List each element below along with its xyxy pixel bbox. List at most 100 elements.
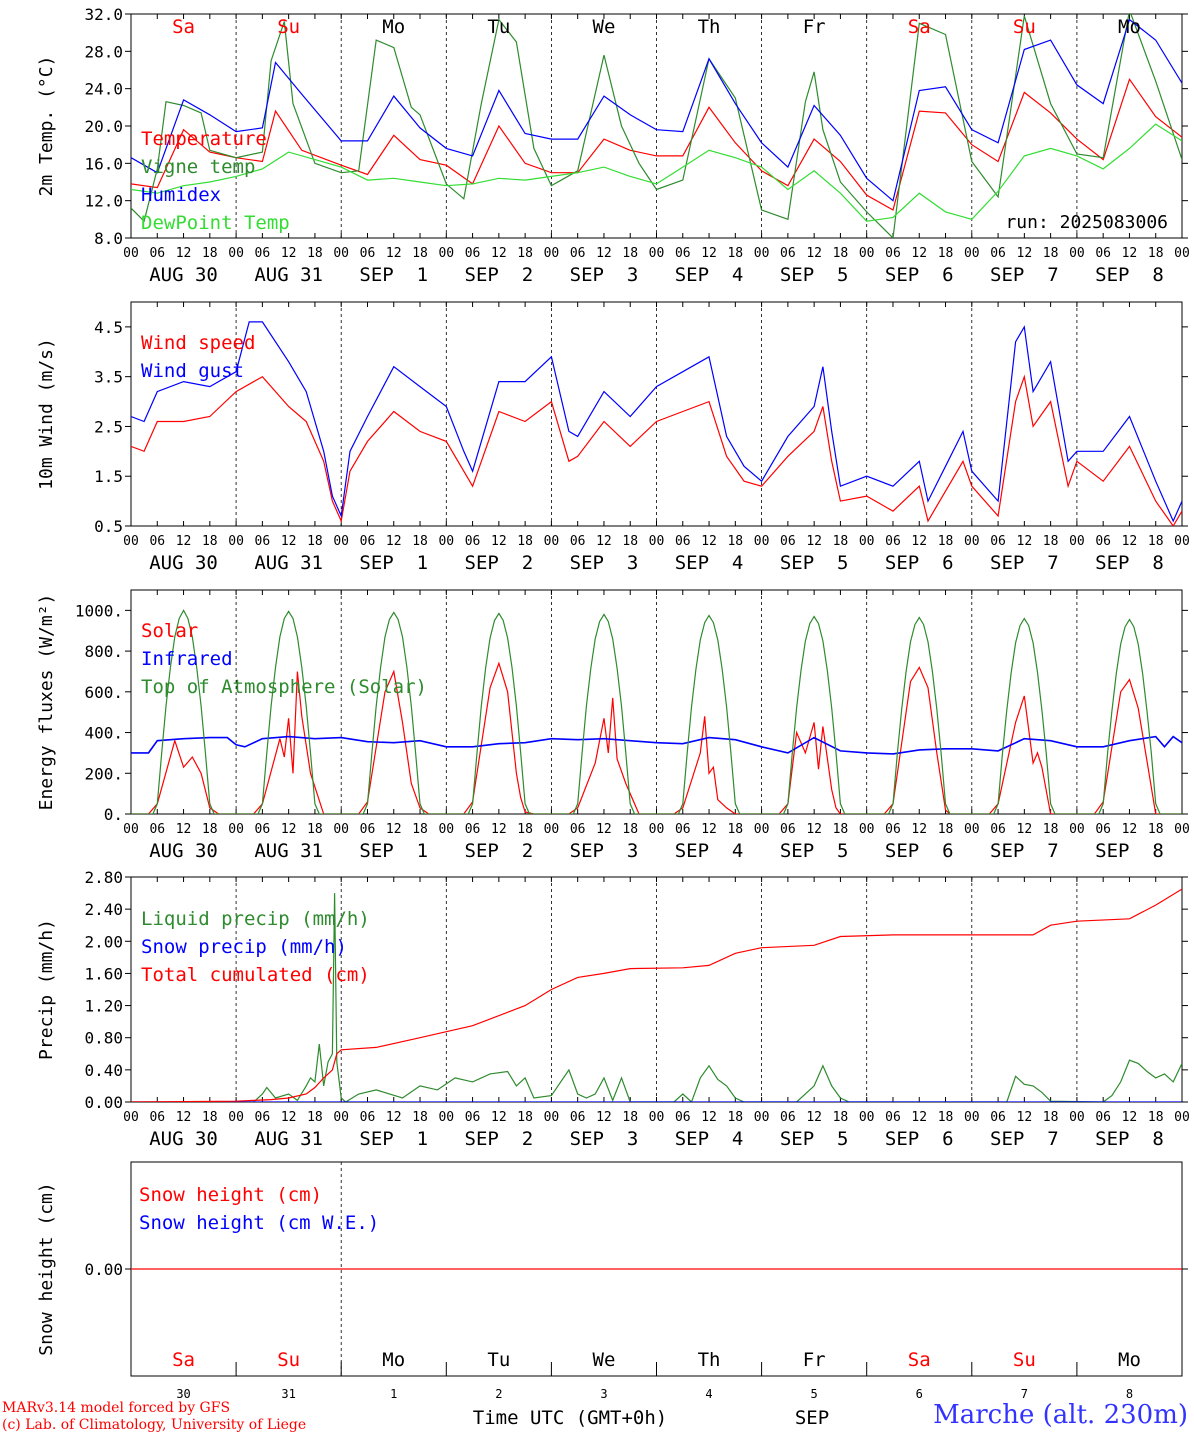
legend-entry: Total cumulated (cm) <box>141 964 370 986</box>
hour-tick-label: 18 <box>1148 246 1164 261</box>
hour-tick-label: 00 <box>123 246 139 261</box>
hour-tick-label: 06 <box>780 1110 796 1125</box>
y-tick-label: 3.5 <box>94 368 123 387</box>
bottom-day-name: Mo <box>382 1349 405 1371</box>
hour-tick-label: 12 <box>1122 246 1138 261</box>
hour-tick-label: 12 <box>281 1110 297 1125</box>
hour-tick-label: 00 <box>1069 822 1085 837</box>
date-label: AUG 30 <box>149 264 218 286</box>
top-day-name: Su <box>1013 16 1036 38</box>
day-number: 2 <box>495 1387 502 1401</box>
hour-tick-label: 18 <box>938 822 954 837</box>
hour-tick-label: 12 <box>596 1110 612 1125</box>
hour-tick-label: 12 <box>911 246 927 261</box>
date-label: SEP 8 <box>1095 552 1164 574</box>
hour-tick-label: 12 <box>596 534 612 549</box>
date-label: SEP 1 <box>359 1128 428 1150</box>
bottom-day-name: We <box>593 1349 616 1371</box>
date-label: AUG 30 <box>149 552 218 574</box>
hour-tick-label: 12 <box>491 246 507 261</box>
hour-tick-label: 18 <box>202 246 218 261</box>
hour-tick-label: 00 <box>1174 822 1190 837</box>
hour-tick-label: 06 <box>360 246 376 261</box>
hour-tick-label: 06 <box>570 534 586 549</box>
legend-entry: Wind gust <box>141 360 244 382</box>
hour-tick-label: 12 <box>701 822 717 837</box>
hour-tick-label: 00 <box>754 534 770 549</box>
date-label: AUG 31 <box>254 840 323 862</box>
y-tick-label: 0.00 <box>84 1093 123 1112</box>
y-tick-label: 0. <box>104 805 123 824</box>
hour-tick-label: 00 <box>964 246 980 261</box>
model-credit: MARv3.14 model forced by GFS (c) Lab. of… <box>2 1400 306 1434</box>
series-line-wind-speed <box>131 374 1182 526</box>
hour-tick-label: 18 <box>412 822 428 837</box>
date-label: SEP 2 <box>465 840 534 862</box>
hour-tick-label: 12 <box>701 1110 717 1125</box>
hour-tick-label: 00 <box>1174 534 1190 549</box>
hour-tick-label: 18 <box>727 822 743 837</box>
hour-tick-label: 00 <box>649 1110 665 1125</box>
hour-tick-label: 18 <box>412 534 428 549</box>
hour-tick-label: 06 <box>675 822 691 837</box>
wind-panel: 0.5 1.5 2.5 3.5 4.5 00 06 12 18 00 06 12 18 00 06 12 18 0… <box>36 301 1190 574</box>
date-label: SEP 2 <box>465 552 534 574</box>
legend-entry: Liquid precip (mm/h) <box>141 908 370 930</box>
y-tick-label: 20.0 <box>84 117 123 136</box>
hour-tick-label: 12 <box>491 534 507 549</box>
hour-tick-label: 06 <box>885 246 901 261</box>
bottom-day-name: Sa <box>172 1349 195 1371</box>
hour-tick-label: 00 <box>964 1110 980 1125</box>
hour-tick-label: 18 <box>622 534 638 549</box>
hour-tick-label: 12 <box>176 246 192 261</box>
top-day-name: Mo <box>382 16 405 38</box>
y-tick-label: 1.20 <box>84 997 123 1016</box>
legend-entry: Vigne temp <box>141 156 255 178</box>
hour-tick-label: 12 <box>386 822 402 837</box>
hour-tick-label: 06 <box>255 1110 271 1125</box>
energy-legend: Solar Infrared Top of Atmosphere (Solar) <box>141 620 427 698</box>
hour-tick-label: 12 <box>1017 246 1033 261</box>
date-label: SEP 1 <box>359 552 428 574</box>
date-label: SEP 6 <box>885 1128 954 1150</box>
hour-tick-label: 12 <box>386 246 402 261</box>
hour-tick-label: 00 <box>333 246 349 261</box>
bottom-day-name: Mo <box>1118 1349 1141 1371</box>
legend-entry: Temperature <box>141 128 267 150</box>
y-tick-label: 12.0 <box>84 192 123 211</box>
hour-tick-label: 18 <box>1148 822 1164 837</box>
hour-tick-label: 18 <box>938 1110 954 1125</box>
top-day-name: Fr <box>803 16 826 38</box>
legend-entry: Snow height (cm W.E.) <box>139 1212 379 1234</box>
legend-entry: Humidex <box>141 184 221 206</box>
hour-tick-label: 12 <box>911 534 927 549</box>
hour-tick-label: 00 <box>333 534 349 549</box>
date-label: SEP 3 <box>570 1128 639 1150</box>
date-label: SEP 7 <box>990 264 1059 286</box>
hour-tick-label: 12 <box>386 1110 402 1125</box>
hour-tick-label: 00 <box>859 822 875 837</box>
y-tick-label: 0.40 <box>84 1061 123 1080</box>
hour-tick-label: 06 <box>255 534 271 549</box>
y-tick-label: 2.80 <box>84 868 123 887</box>
hour-tick-label: 06 <box>149 822 165 837</box>
station-name: Marche (alt. 230m) <box>933 1400 1188 1430</box>
hour-tick-label: 00 <box>544 822 560 837</box>
month-label: SEP <box>795 1407 829 1429</box>
hour-tick-label: 12 <box>911 1110 927 1125</box>
legend-entry: Top of Atmosphere (Solar) <box>141 676 427 698</box>
date-label: SEP 5 <box>780 1128 849 1150</box>
hour-tick-label: 18 <box>833 822 849 837</box>
day-number: 30 <box>176 1387 190 1401</box>
bottom-day-name: Th <box>698 1349 721 1371</box>
date-label: SEP 5 <box>780 840 849 862</box>
hour-tick-label: 00 <box>438 246 454 261</box>
hour-tick-label: 00 <box>228 246 244 261</box>
y-tick-label: 2.00 <box>84 932 123 951</box>
hour-tick-label: 00 <box>649 246 665 261</box>
legend-entry: Solar <box>141 620 198 642</box>
hour-tick-label: 00 <box>1069 534 1085 549</box>
hour-tick-label: 00 <box>964 534 980 549</box>
hour-tick-label: 00 <box>754 246 770 261</box>
model-name: MARv3.14 model forced by GFS <box>2 1400 231 1416</box>
